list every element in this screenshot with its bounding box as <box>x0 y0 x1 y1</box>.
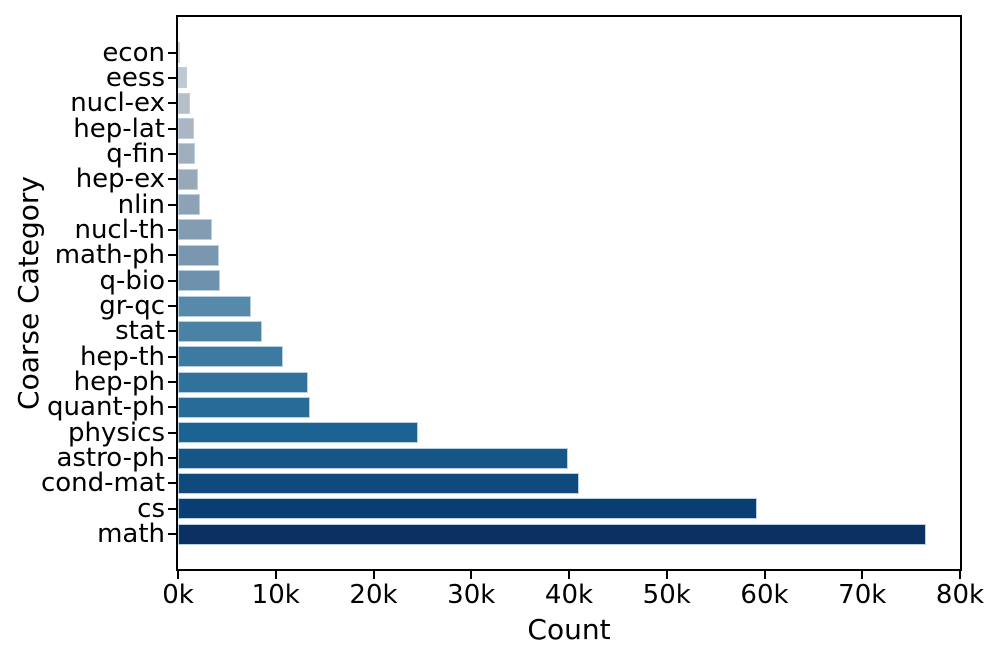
bar <box>178 371 308 393</box>
y-tick-mark <box>168 457 176 460</box>
y-tick-label: astro-ph <box>56 443 165 474</box>
x-tick-mark <box>665 571 668 579</box>
y-tick-mark <box>168 152 176 155</box>
y-tick-mark <box>168 178 176 181</box>
y-tick-mark <box>168 51 176 54</box>
bar <box>178 143 195 165</box>
y-tick-mark <box>168 76 176 79</box>
y-tick-mark <box>168 482 176 485</box>
y-tick-label: stat <box>115 316 165 347</box>
x-tick-label: 40k <box>544 580 594 610</box>
y-tick-mark <box>168 203 176 206</box>
y-tick-label: physics <box>68 417 165 448</box>
x-tick-label: 80k <box>935 580 985 610</box>
y-tick-mark <box>168 533 176 536</box>
x-tick-mark <box>763 571 766 579</box>
x-tick-label: 30k <box>447 580 496 610</box>
bar <box>178 67 187 89</box>
y-tick-mark <box>168 355 176 358</box>
y-tick-label: hep-lat <box>73 113 165 144</box>
bar <box>178 42 180 63</box>
x-tick-label: 20k <box>349 580 398 610</box>
bar <box>178 270 220 292</box>
y-tick-mark <box>168 127 176 130</box>
bar <box>178 295 252 317</box>
x-tick-label: 10k <box>251 580 300 610</box>
y-tick-mark <box>168 228 176 231</box>
y-tick-mark <box>168 102 176 105</box>
bar <box>178 92 190 114</box>
bar <box>178 168 198 190</box>
bar <box>178 396 310 418</box>
plot-area: econ eess nucl-ex hep-lat q-fin hep-ex nlin nuc… <box>41 15 984 608</box>
x-tick-label: 50k <box>642 580 691 610</box>
bar <box>178 194 200 216</box>
bar <box>178 472 579 494</box>
y-tick-label: q-fin <box>106 138 165 169</box>
x-tick-mark <box>959 571 961 579</box>
x-tick-label: 70k <box>838 580 887 610</box>
y-axis-label: Coarse Category <box>12 176 45 410</box>
y-tick-label: nlin <box>117 189 165 220</box>
y-tick-label: hep-ex <box>75 164 165 195</box>
y-tick-label: quant-ph <box>47 392 165 423</box>
y-tick-label: cond-mat <box>40 468 165 499</box>
y-tick-mark <box>168 431 176 434</box>
y-tick-mark <box>168 381 176 384</box>
y-tick-label: math-ph <box>54 240 165 271</box>
x-tick-mark <box>568 571 570 579</box>
y-tick-mark <box>168 406 176 409</box>
y-tick-label: eess <box>105 62 165 93</box>
bar <box>178 118 194 140</box>
bar <box>178 447 569 469</box>
bar <box>178 244 220 266</box>
bar <box>178 422 419 444</box>
y-tick-mark <box>168 279 176 282</box>
bar <box>178 219 213 241</box>
y-tick-label: q-bio <box>99 265 165 296</box>
x-tick-mark <box>861 571 864 579</box>
x-tick-label: 60k <box>740 580 789 610</box>
bar <box>178 523 926 545</box>
y-tick-label: hep-th <box>79 341 165 372</box>
y-tick-mark <box>168 507 176 510</box>
y-tick-label: econ <box>102 37 165 68</box>
x-tick-mark <box>177 571 179 579</box>
x-tick-mark <box>470 571 473 579</box>
x-tick-mark <box>274 571 277 579</box>
y-tick-label: math <box>97 519 165 550</box>
y-tick-label: nucl-ex <box>70 88 165 119</box>
bar <box>178 320 263 342</box>
bar <box>178 346 283 368</box>
x-tick-label: 0k <box>162 580 194 610</box>
y-tick-label: nucl-th <box>74 214 165 245</box>
bar <box>178 498 757 520</box>
y-tick-label: hep-ph <box>73 367 165 398</box>
x-tick-mark <box>372 571 375 579</box>
y-tick-label: cs <box>137 493 165 524</box>
y-tick-mark <box>168 330 176 333</box>
y-tick-mark <box>168 305 176 307</box>
y-tick-mark <box>168 254 176 257</box>
y-tick-label: gr-qc <box>99 291 165 321</box>
x-axis-label: Count <box>527 613 611 646</box>
